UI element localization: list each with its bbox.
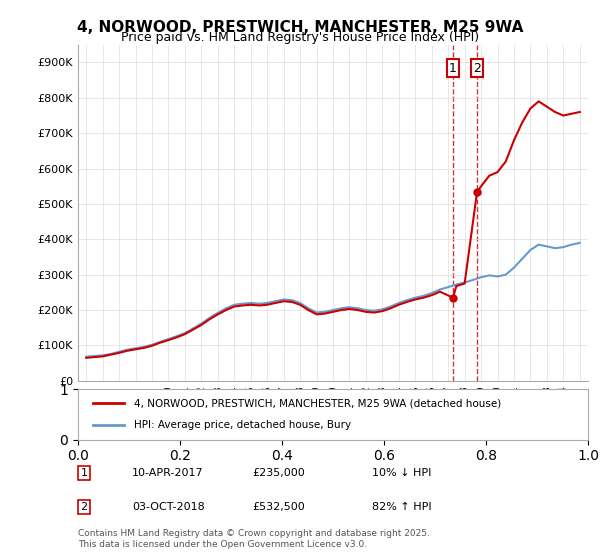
Text: Contains HM Land Registry data © Crown copyright and database right 2025.
This d: Contains HM Land Registry data © Crown c…: [78, 529, 430, 549]
Text: £235,000: £235,000: [252, 468, 305, 478]
Text: 10% ↓ HPI: 10% ↓ HPI: [372, 468, 431, 478]
Text: 03-OCT-2018: 03-OCT-2018: [132, 502, 205, 512]
Text: Price paid vs. HM Land Registry's House Price Index (HPI): Price paid vs. HM Land Registry's House …: [121, 31, 479, 44]
Text: HPI: Average price, detached house, Bury: HPI: Average price, detached house, Bury: [134, 421, 351, 431]
Text: 4, NORWOOD, PRESTWICH, MANCHESTER, M25 9WA (detached house): 4, NORWOOD, PRESTWICH, MANCHESTER, M25 9…: [134, 398, 502, 408]
Text: 1: 1: [80, 468, 88, 478]
Text: 1: 1: [449, 62, 457, 75]
Text: 4, NORWOOD, PRESTWICH, MANCHESTER, M25 9WA: 4, NORWOOD, PRESTWICH, MANCHESTER, M25 9…: [77, 20, 523, 35]
Text: 2: 2: [473, 62, 481, 75]
Text: £532,500: £532,500: [252, 502, 305, 512]
Text: 2: 2: [80, 502, 88, 512]
Text: 10-APR-2017: 10-APR-2017: [132, 468, 203, 478]
Text: 82% ↑ HPI: 82% ↑ HPI: [372, 502, 431, 512]
